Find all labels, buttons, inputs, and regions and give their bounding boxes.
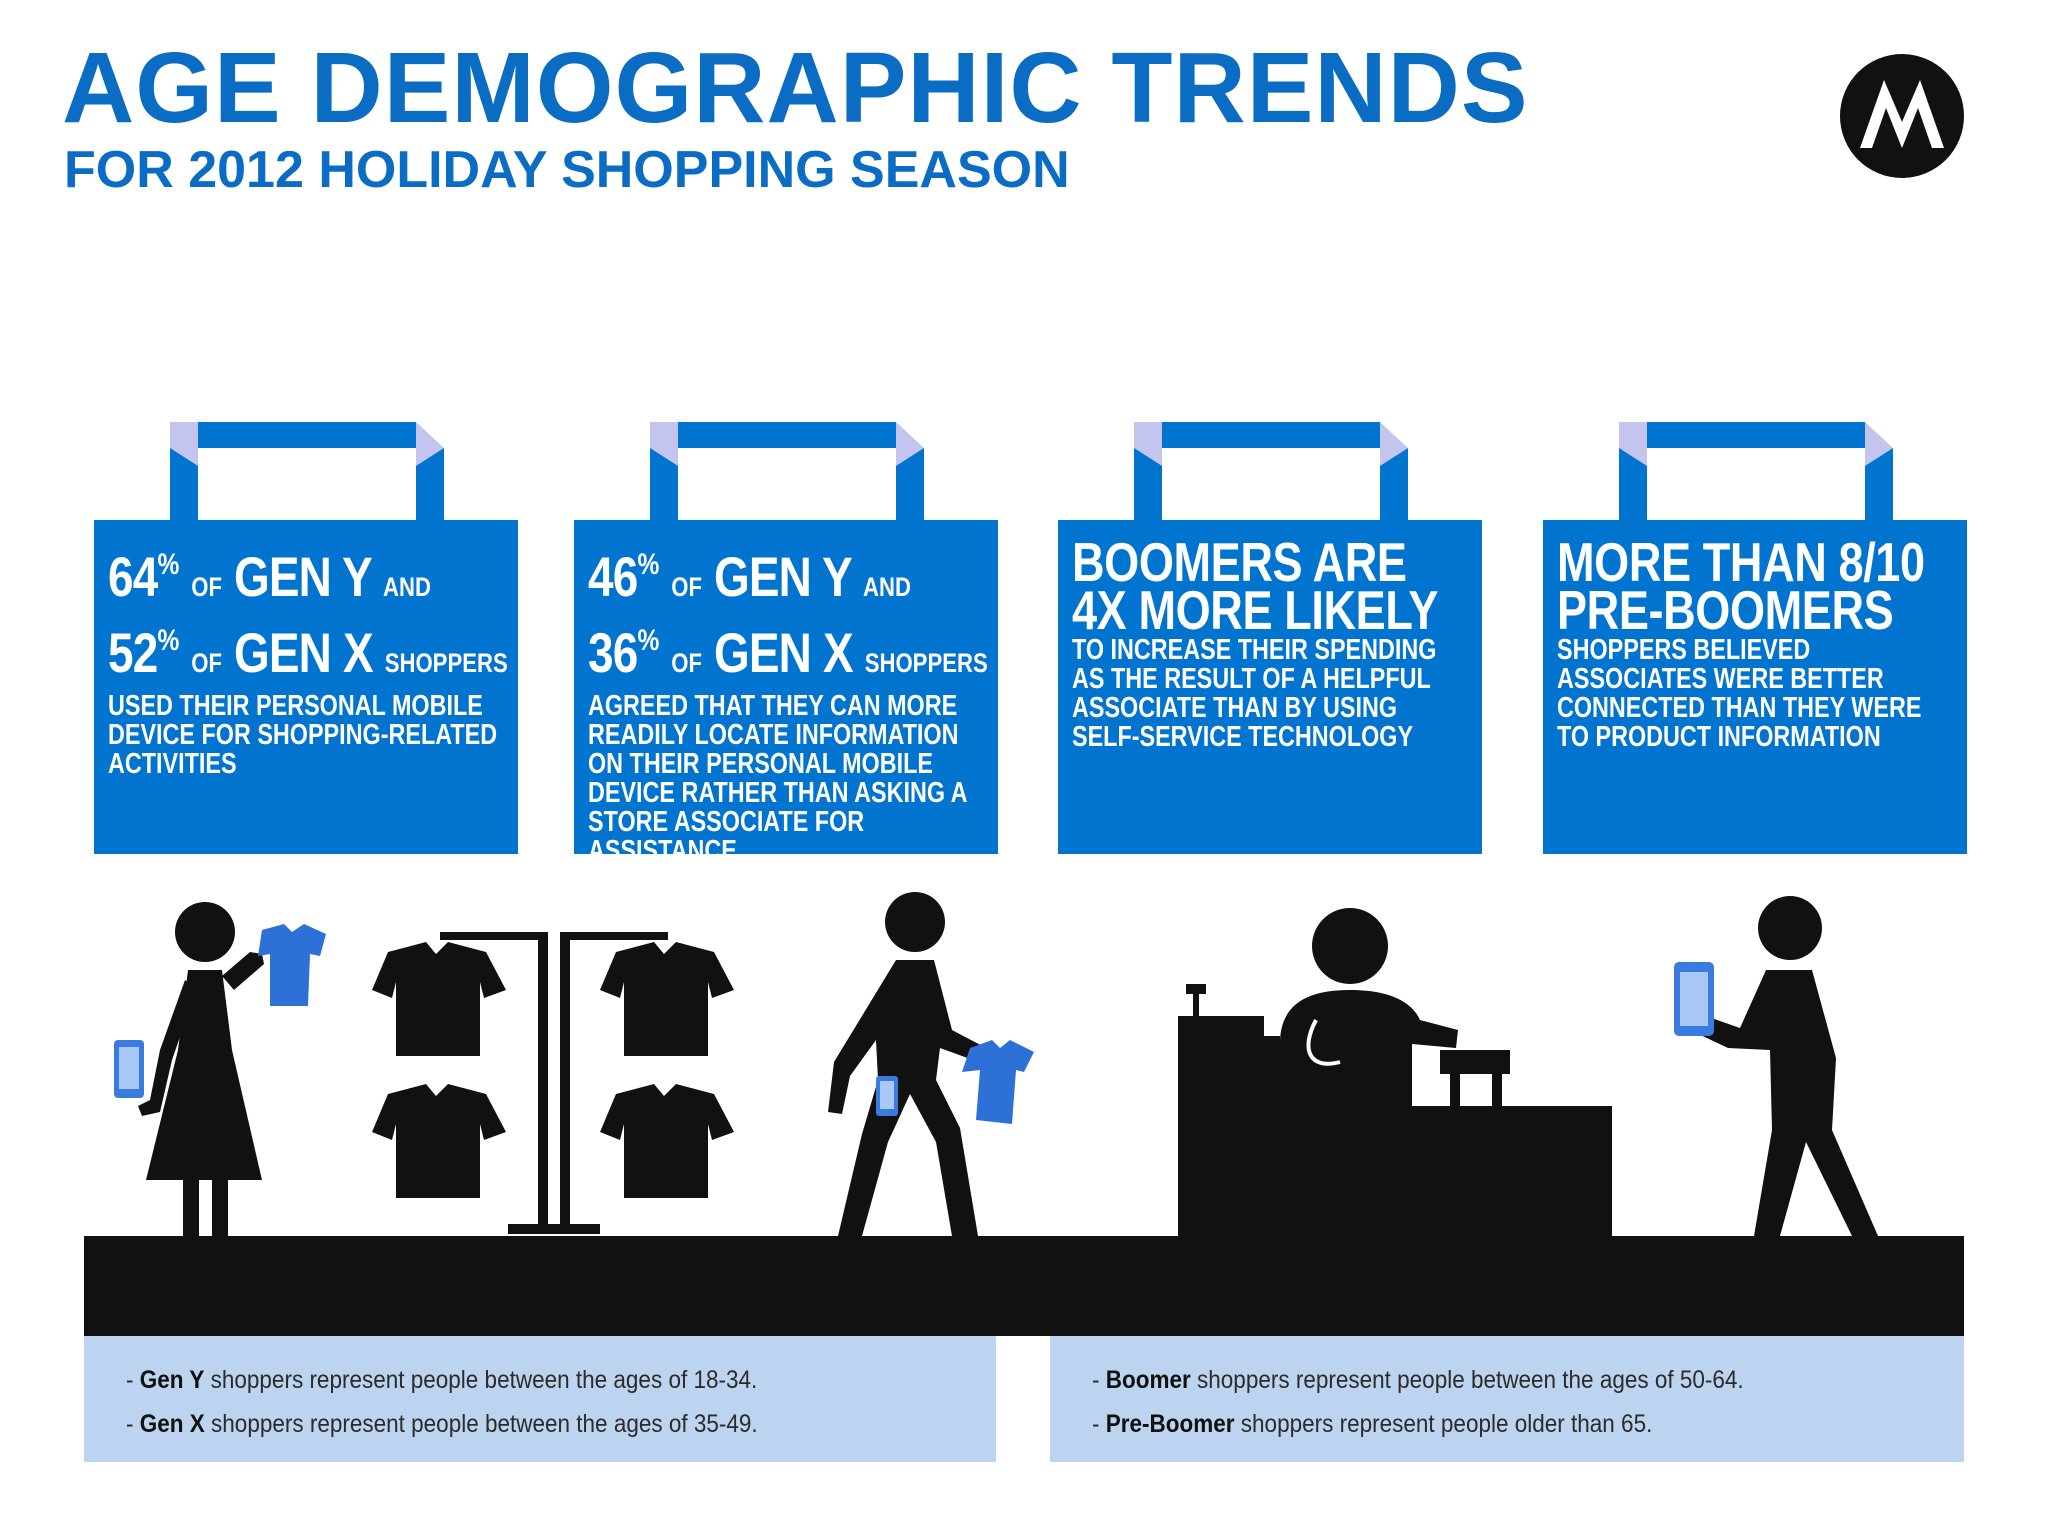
- woman-shopper-icon: [138, 902, 264, 1240]
- bag-handle-icon: [650, 422, 924, 520]
- walking-man-icon: [828, 892, 990, 1236]
- of-word: OF: [671, 572, 703, 602]
- stat-percent: 64: [108, 545, 158, 608]
- page-subtitle: FOR 2012 HOLIDAY SHOPPING SEASON: [64, 141, 1070, 199]
- stat-headline: PRE-BOOMERS: [1557, 579, 1894, 641]
- store-floor: [84, 1236, 1964, 1336]
- bag-body: MORE THAN 8/10 PRE-BOOMERS SHOPPERS BELI…: [1543, 520, 1967, 854]
- stat-suffix: AND: [863, 572, 912, 602]
- man-with-phone-icon: [1690, 896, 1878, 1236]
- clothing-rack-icon: [440, 932, 668, 1234]
- definition-term: Gen X: [139, 1410, 205, 1438]
- stat-headline: MORE THAN 8/10: [1557, 531, 1925, 593]
- bag-body: BOOMERS ARE 4X MORE LIKELY TO INCREASE T…: [1058, 520, 1482, 854]
- stat-line-gen-y: 64% OF GEN Y AND: [108, 538, 506, 614]
- stat-percent: 52: [108, 621, 158, 684]
- blue-shirt-icon: [258, 924, 326, 1006]
- stat-description: USED THEIR PERSONAL MOBILE DEVICE FOR SH…: [108, 690, 498, 780]
- percent-sign: %: [157, 624, 180, 657]
- stat-bag-3: BOOMERS ARE 4X MORE LIKELY TO INCREASE T…: [1058, 420, 1482, 854]
- stat-line-gen-x: 36% OF GEN X SHOPPERS: [588, 614, 988, 690]
- definition-term: Boomer: [1105, 1366, 1191, 1394]
- stat-headline: BOOMERS ARE: [1072, 531, 1407, 593]
- definition-boomer: - Boomer shoppers represent people betwe…: [1092, 1358, 1877, 1402]
- bag-body: 46% OF GEN Y AND 36% OF GEN X SHOPPERS A…: [574, 520, 998, 854]
- definition-gen-x: - Gen X shoppers represent people betwee…: [126, 1402, 909, 1446]
- shirt-icon-bottom-left: [372, 1084, 506, 1198]
- bullet-dash: -: [126, 1366, 134, 1394]
- definitions-right: - Boomer shoppers represent people betwe…: [1050, 1336, 1964, 1462]
- stat-suffix: AND: [383, 572, 432, 602]
- definitions-left: - Gen Y shoppers represent people betwee…: [84, 1336, 996, 1462]
- shirt-icon-top-right: [600, 942, 734, 1056]
- shirt-icon-bottom-right: [600, 1084, 734, 1198]
- stat-line-gen-y: 46% OF GEN Y AND: [588, 538, 986, 614]
- definition-text: shoppers represent people between the ag…: [210, 1366, 758, 1394]
- stat-headline: 4X MORE LIKELY: [1072, 579, 1439, 641]
- blue-shirt-icon: [962, 1040, 1034, 1124]
- stat-bag-2: 46% OF GEN Y AND 36% OF GEN X SHOPPERS A…: [574, 420, 998, 854]
- stat-description: SHOPPERS BELIEVED ASSOCIATES WERE BETTER…: [1557, 634, 1922, 753]
- stat-bag-4: MORE THAN 8/10 PRE-BOOMERS SHOPPERS BELI…: [1543, 420, 1967, 854]
- phone-icon: [1674, 962, 1714, 1036]
- percent-sign: %: [157, 548, 180, 581]
- cashier-cord: [1306, 1019, 1341, 1066]
- percent-sign: %: [637, 624, 660, 657]
- definition-term: Gen Y: [139, 1366, 205, 1394]
- bag-handle-icon: [1619, 422, 1893, 520]
- stat-description: AGREED THAT THEY CAN MORE READILY LOCATE…: [588, 690, 967, 855]
- definition-text: shoppers represent people between the ag…: [211, 1410, 758, 1438]
- stat-suffix: SHOPPERS: [384, 648, 508, 678]
- percent-sign: %: [637, 548, 660, 581]
- cashier-icon: [1178, 908, 1612, 1236]
- bullet-dash: -: [1092, 1366, 1100, 1394]
- motorola-logo-icon: [1840, 54, 1964, 178]
- of-word: OF: [191, 572, 223, 602]
- stat-percent: 46: [588, 545, 638, 608]
- definition-text: shoppers represent people between the ag…: [1197, 1366, 1744, 1394]
- stat-line-gen-x: 52% OF GEN X SHOPPERS: [108, 614, 508, 690]
- group-name: GEN X: [233, 621, 374, 684]
- definition-pre-boomer: - Pre-Boomer shoppers represent people o…: [1092, 1402, 1877, 1446]
- phone-icon: [876, 1076, 898, 1116]
- phone-icon: [114, 1040, 144, 1098]
- group-name: GEN X: [713, 621, 854, 684]
- bag-handle-icon: [170, 422, 444, 520]
- stat-description: TO INCREASE THEIR SPENDING AS THE RESULT…: [1072, 634, 1437, 753]
- stat-percent: 36: [588, 621, 638, 684]
- stat-suffix: SHOPPERS: [864, 648, 988, 678]
- definition-gen-y: - Gen Y shoppers represent people betwee…: [126, 1358, 909, 1402]
- bag-handle-icon: [1134, 422, 1408, 520]
- shirt-icon-top-left: [372, 942, 506, 1056]
- of-word: OF: [671, 648, 703, 678]
- store-scene-illustration: [84, 892, 1964, 1336]
- group-name: GEN Y: [713, 545, 852, 608]
- stat-bag-1: 64% OF GEN Y AND 52% OF GEN X SHOPPERS U…: [94, 420, 518, 854]
- group-name: GEN Y: [233, 545, 372, 608]
- page-title: AGE DEMOGRAPHIC TRENDS: [62, 32, 1529, 144]
- bullet-dash: -: [126, 1410, 134, 1438]
- bullet-dash: -: [1092, 1410, 1100, 1438]
- of-word: OF: [191, 648, 223, 678]
- definition-term: Pre-Boomer: [1105, 1410, 1235, 1438]
- bag-body: 64% OF GEN Y AND 52% OF GEN X SHOPPERS U…: [94, 520, 518, 854]
- definition-text: shoppers represent people older than 65.: [1240, 1410, 1653, 1438]
